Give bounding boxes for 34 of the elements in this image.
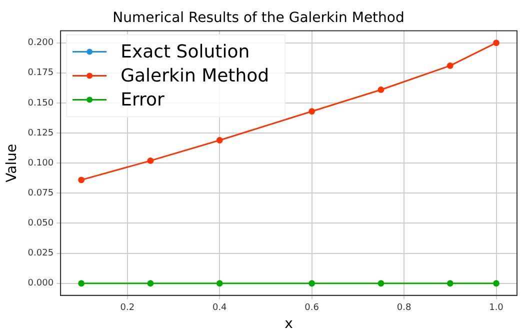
- point: [493, 40, 500, 46]
- y-tick-label: 0.175: [28, 68, 54, 78]
- point: [378, 86, 384, 93]
- y-tick-label: 0.100: [28, 158, 54, 168]
- x-tick-label: 0.8: [396, 303, 412, 314]
- y-tick-label: 0.000: [28, 278, 54, 289]
- chart-title: Numerical Results of the Galerkin Method: [112, 10, 404, 26]
- point: [378, 280, 384, 287]
- point: [78, 176, 85, 184]
- point: [216, 280, 223, 287]
- point: [493, 280, 500, 287]
- x-tick-label: 0.6: [304, 303, 320, 314]
- legend-label: Exact Solution: [120, 41, 250, 62]
- y-tick-label: 0.200: [28, 38, 54, 48]
- y-tick-label: 0.075: [28, 188, 54, 199]
- y-tick-label: 0.025: [28, 248, 54, 259]
- x-tick-label: 0.2: [120, 303, 135, 314]
- y-tick-label: 0.125: [28, 128, 54, 138]
- y-tick-label: 0.150: [28, 98, 54, 108]
- x-tick-label: 1.0: [489, 303, 504, 314]
- point: [446, 62, 454, 69]
- point: [308, 108, 316, 115]
- legend-label: Galerkin Method: [120, 65, 270, 86]
- point: [147, 280, 154, 287]
- y-tick-label: 0.050: [28, 218, 54, 229]
- point: [446, 280, 454, 287]
- x-axis-title: x: [284, 316, 293, 332]
- y-axis-title: Value: [4, 144, 20, 182]
- point: [216, 137, 223, 144]
- point: [308, 280, 316, 287]
- x-tick-label: 0.4: [212, 303, 228, 314]
- point: [78, 280, 85, 287]
- legend-label: Error: [120, 89, 166, 110]
- point: [147, 157, 154, 164]
